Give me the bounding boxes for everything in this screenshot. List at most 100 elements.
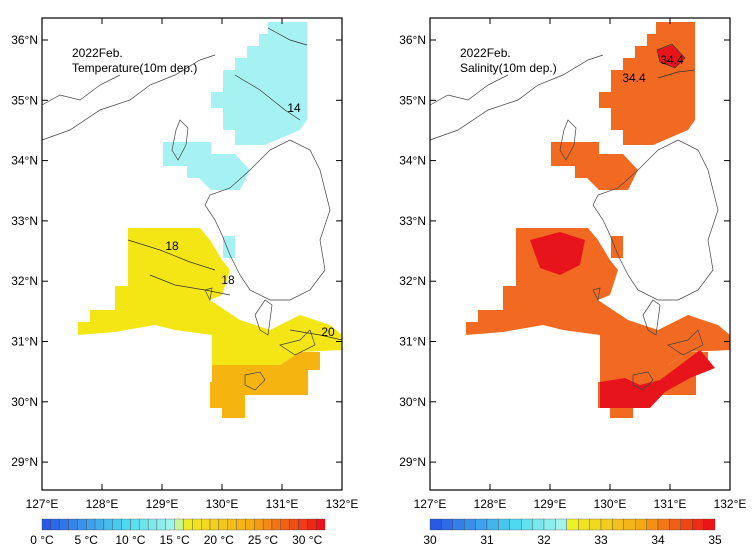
colorbar-cell [156, 518, 166, 531]
y-tick-label: 32°N [399, 274, 426, 288]
y-tick-label: 34°N [399, 154, 426, 168]
data-region [211, 22, 307, 145]
colorbar-cell [669, 518, 681, 531]
y-tick-label: 30°N [399, 395, 426, 409]
y-tick-label: 29°N [11, 455, 38, 469]
y-tick-label: 35°N [11, 93, 38, 107]
contour-line [657, 69, 696, 79]
colorbar-cell [307, 518, 317, 531]
colorbar-cell [218, 518, 228, 531]
colorbar-cell [646, 518, 659, 531]
colorbar-label: 33 [594, 533, 608, 547]
x-tick-label: 131°E [654, 497, 687, 511]
temperature-panel: 14 18 18 20 2022Feb.Temperature(10m dep.) 127… [11, 17, 358, 547]
colorbar-cell [578, 518, 590, 531]
contour-line [149, 274, 231, 296]
colorbar-cell [59, 518, 69, 531]
coastline [41, 74, 121, 106]
coastline [642, 299, 661, 336]
colorbar-cell [589, 518, 602, 531]
coastline [632, 371, 654, 391]
colorbar-cell [680, 518, 693, 531]
x-tick-label: 131°E [266, 497, 299, 511]
colorbar-cell [103, 518, 113, 531]
colorbar-cell [555, 518, 567, 531]
coastline [429, 54, 604, 141]
colorbar-cell [703, 518, 716, 531]
map-frame [41, 17, 343, 491]
colorbar-cell [521, 518, 533, 531]
panel-subtitle: Temperature(10m dep.) [72, 61, 197, 75]
colorbar-cell [121, 518, 131, 531]
colorbar-cell [635, 518, 647, 531]
x-tick-label: 129°E [534, 497, 567, 511]
data-region [163, 142, 250, 190]
panel-subtitle: Salinity(10m dep.) [460, 61, 557, 75]
colorbar-cell [86, 518, 96, 531]
contour-line [656, 43, 686, 69]
coastline [244, 371, 266, 391]
high-salinity-region [657, 45, 685, 68]
colorbar-cell [543, 518, 556, 531]
colorbar-cell [271, 518, 281, 531]
data-region [210, 352, 320, 418]
colorbar-cell [289, 518, 299, 531]
coastline [667, 329, 704, 356]
coastline [559, 119, 577, 161]
colorbar-label: 10 °C [115, 533, 145, 547]
colorbar-cell [174, 518, 184, 531]
colorbar-cell [147, 518, 158, 531]
colorbar-cell [139, 518, 149, 531]
coastline [171, 119, 189, 161]
contour-line [289, 329, 343, 341]
colorbar-cell [41, 518, 51, 531]
colorbar-cell [209, 518, 220, 531]
colorbar-cell [475, 518, 488, 531]
colorbar-cell [254, 518, 264, 531]
high-salinity-region [530, 232, 585, 275]
colorbar-cell [77, 518, 87, 531]
colorbar-cell [509, 518, 522, 531]
x-tick-label: 130°E [206, 497, 239, 511]
contour-line [267, 27, 308, 46]
colorbar-cell [94, 518, 105, 531]
colorbar-cell [236, 518, 246, 531]
panel-title: 2022Feb. [460, 46, 511, 60]
coastline [254, 299, 273, 336]
colorbar-cell [50, 518, 60, 531]
colorbar-label: 35 [708, 533, 722, 547]
coastline [592, 139, 719, 301]
colorbar-label: 0 °C [30, 533, 54, 547]
y-tick-label: 36°N [399, 33, 426, 47]
data-region [611, 236, 623, 258]
colorbar-cell [532, 518, 545, 531]
contour-label: 14 [287, 101, 301, 115]
colorbar-cell [623, 518, 636, 531]
colorbar-cell [657, 518, 670, 531]
colorbar-cell [68, 518, 78, 531]
y-tick-label: 31°N [399, 335, 426, 349]
y-tick-label: 35°N [399, 93, 426, 107]
data-region [223, 236, 235, 258]
contour-line [127, 239, 216, 271]
y-tick-label: 34°N [11, 154, 38, 168]
contour-label: 34.4 [622, 71, 646, 85]
x-tick-label: 128°E [86, 497, 119, 511]
colorbar-label: 31 [480, 533, 494, 547]
salinity-panel: 34.4 34.4 2022Feb.Salinity(10m dep.) 127°E 1… [399, 17, 746, 547]
panel-title: 2022Feb. [72, 46, 123, 60]
y-tick-label: 33°N [11, 214, 38, 228]
colorbar-cell [600, 518, 613, 531]
contour-label: 18 [221, 273, 235, 287]
coastline [204, 139, 331, 301]
coastline [279, 329, 316, 356]
contour-line [234, 74, 301, 121]
y-tick-label: 32°N [11, 274, 38, 288]
colorbar-cell [464, 518, 476, 531]
coastline [41, 54, 216, 141]
x-tick-label: 128°E [474, 497, 507, 511]
colorbar-cell [298, 518, 308, 531]
colorbar-label: 5 °C [74, 533, 98, 547]
colorbar-cell [227, 518, 237, 531]
y-tick-label: 31°N [11, 335, 38, 349]
